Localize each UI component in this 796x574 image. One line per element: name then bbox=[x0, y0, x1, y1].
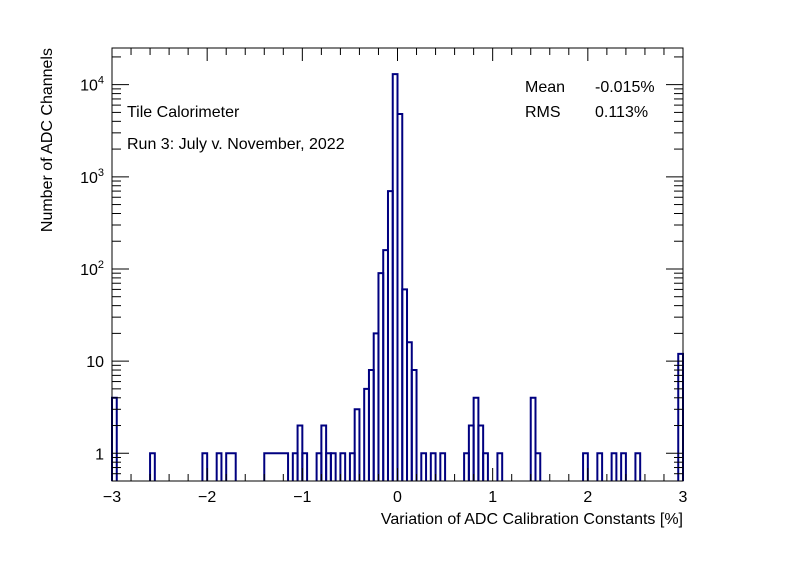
y-tick-label: 104 bbox=[80, 75, 104, 95]
y-tick-labels: 1 10 102 103 104 bbox=[80, 75, 104, 464]
x-tick-label: −2 bbox=[198, 489, 216, 506]
histogram-bin bbox=[534, 452, 542, 481]
histogram-bin bbox=[111, 396, 118, 481]
stats-mean-label: Mean bbox=[525, 79, 565, 96]
annotation-detector: Tile Calorimeter bbox=[127, 104, 240, 121]
x-tick-label: 3 bbox=[679, 489, 688, 506]
x-tick-labels: −3 −2 −1 0 1 2 3 bbox=[103, 489, 688, 506]
annotation-run: Run 3: July v. November, 2022 bbox=[127, 136, 345, 153]
histogram-bin bbox=[439, 452, 447, 481]
x-tick-label: 2 bbox=[583, 489, 592, 506]
histogram-bin bbox=[410, 369, 418, 481]
x-tick-label: −1 bbox=[293, 489, 311, 506]
histogram-bin bbox=[482, 452, 489, 481]
x-tick-label: 1 bbox=[488, 489, 497, 506]
histogram-bin bbox=[610, 452, 618, 481]
histogram-bin bbox=[529, 396, 537, 481]
y-tick-label: 1 bbox=[95, 446, 104, 463]
histogram-bin bbox=[582, 452, 589, 481]
histogram-bin bbox=[329, 452, 337, 481]
y-axis-label: Number of ADC Channels bbox=[39, 48, 56, 232]
axis-ticks bbox=[111, 48, 684, 482]
histogram-bin bbox=[263, 452, 290, 481]
x-tick-label: −3 bbox=[103, 489, 121, 506]
histogram-bin bbox=[496, 452, 504, 481]
stats-mean-value: -0.015% bbox=[595, 79, 655, 96]
histogram-bin bbox=[634, 452, 642, 481]
y-tick-label: 10 bbox=[86, 354, 104, 371]
y-tick-label: 102 bbox=[80, 259, 104, 279]
histogram-bin bbox=[149, 452, 156, 481]
histogram-bin bbox=[620, 452, 627, 481]
histogram-bin bbox=[301, 452, 309, 481]
x-tick-label: 0 bbox=[393, 489, 402, 506]
y-tick-label: 103 bbox=[80, 167, 104, 187]
histogram-bin bbox=[353, 408, 361, 481]
histogram-bin bbox=[596, 452, 604, 481]
histogram-bin bbox=[339, 452, 347, 481]
histogram-bin bbox=[429, 452, 437, 481]
stats-rms-value: 0.113% bbox=[595, 104, 648, 121]
histogram-bin bbox=[215, 452, 223, 481]
stats-rms-label: RMS bbox=[525, 104, 561, 121]
histogram-bin bbox=[225, 452, 237, 481]
histogram-bin bbox=[201, 452, 209, 481]
histogram-bin bbox=[420, 452, 428, 481]
histogram-bars bbox=[111, 73, 684, 481]
x-axis-label: Variation of ADC Calibration Constants [… bbox=[381, 511, 683, 528]
